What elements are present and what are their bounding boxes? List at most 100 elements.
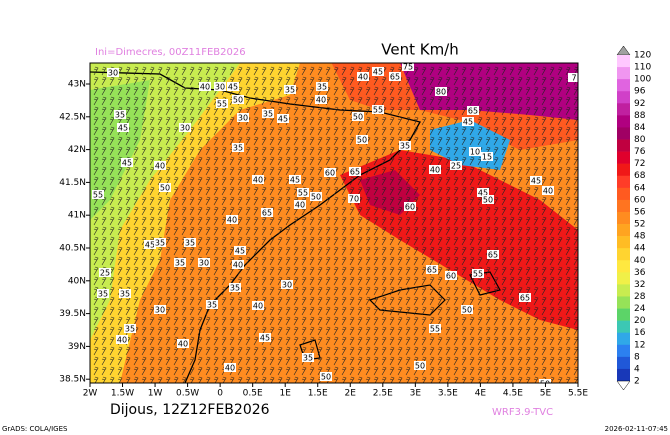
wind-barb [573, 66, 578, 76]
wind-barb [109, 366, 115, 376]
colorbar-label: 56 [634, 207, 646, 217]
wind-barb [349, 146, 355, 156]
wind-barb [157, 296, 163, 306]
wind-barb [189, 346, 195, 356]
lat-label: 40.5N [59, 244, 86, 254]
wind-barb [389, 336, 395, 346]
wind-barb [245, 236, 251, 246]
colorbar-label: 4 [634, 364, 640, 374]
wind-barb [157, 256, 163, 266]
wind-barb [357, 326, 363, 336]
wind-barb [373, 126, 379, 136]
colorbar-label: 28 [634, 292, 646, 302]
wind-barb [317, 276, 323, 286]
contour-label: 40 [295, 201, 305, 210]
wind-barb [517, 236, 523, 246]
wind-barb [205, 226, 211, 236]
wind-barb [117, 196, 123, 206]
contour-label-bg [119, 289, 131, 298]
wind-barb [517, 86, 523, 96]
wind-barb [253, 246, 259, 256]
wind-barb [509, 116, 515, 126]
wind-barb [221, 316, 227, 326]
wind-barb [253, 366, 259, 376]
contour-label: 40 [117, 336, 127, 345]
wind-barb [189, 266, 195, 276]
wind-barb [517, 96, 523, 106]
wind-barb [517, 356, 523, 366]
wind-barb [197, 276, 203, 286]
wind-barb [197, 336, 203, 346]
wind-barb [509, 206, 515, 216]
wind-barb [389, 186, 395, 196]
wind-barb [557, 296, 563, 306]
wind-barb [573, 316, 578, 326]
contour-label: 40 [178, 340, 188, 349]
wind-barb [501, 296, 507, 306]
wind-barb [549, 66, 555, 76]
wind-barb [421, 326, 427, 336]
wind-barb [493, 106, 499, 116]
wind-barb [565, 306, 571, 316]
wind-barb [557, 326, 563, 336]
wind-barb [357, 156, 363, 166]
wind-barb [397, 106, 403, 116]
wind-barb [493, 266, 499, 276]
wind-barb [405, 286, 411, 296]
wind-barb [501, 76, 507, 86]
valid-time: Dijous, 12Z12FEB2026 [110, 402, 270, 418]
wind-barb [133, 176, 139, 186]
model-name: WRF3.9-TVC [492, 407, 553, 418]
wind-barb [229, 276, 235, 286]
wind-barb [117, 276, 123, 286]
wind-barb [453, 66, 459, 76]
wind-barb [565, 356, 571, 366]
wind-barb [285, 206, 291, 216]
wind-barb [277, 196, 283, 206]
wind-barb [525, 256, 531, 266]
wind-barb [125, 316, 131, 326]
wind-barb [549, 216, 555, 226]
wind-barb [93, 286, 99, 296]
wind-barb [365, 256, 371, 266]
wind-barb [229, 166, 235, 176]
wind-barb [245, 226, 251, 236]
wind-barb [293, 276, 299, 286]
contour-label-bg [324, 168, 336, 177]
wind-barb [349, 216, 355, 226]
lon-label: 3E [410, 389, 422, 399]
wind-barb [541, 136, 547, 146]
wind-barb [117, 246, 123, 256]
wind-barb [101, 336, 107, 346]
contour-label-bg [481, 152, 493, 161]
wind-barb [349, 246, 355, 256]
wind-barb [525, 366, 531, 376]
wind-barb [157, 356, 163, 366]
wind-barb [557, 126, 563, 136]
wind-barb [541, 256, 547, 266]
wind-barb [109, 76, 115, 86]
wind-barb [365, 166, 371, 176]
wind-barb [253, 126, 259, 136]
wind-barb [317, 246, 323, 256]
wind-barb [453, 176, 459, 186]
wind-barb [221, 226, 227, 236]
wind-barb [557, 256, 563, 266]
contour-label: 45 [278, 115, 288, 124]
wind-barb [517, 176, 523, 186]
wind-barb [293, 316, 299, 326]
wind-barb [381, 176, 387, 186]
contour-label: 30 [108, 69, 118, 78]
wind-barb [557, 366, 563, 376]
wind-barb [133, 256, 139, 266]
contour-label: 25 [100, 269, 110, 278]
wind-barb [285, 76, 291, 86]
wind-barb [341, 216, 347, 226]
wind-barb [533, 96, 539, 106]
contour-label-bg [216, 99, 228, 108]
wind-barb [389, 196, 395, 206]
contour-label-bg [229, 283, 241, 292]
wind-barb [181, 136, 187, 146]
wind-barb [197, 326, 203, 336]
wind-barb [485, 136, 491, 146]
